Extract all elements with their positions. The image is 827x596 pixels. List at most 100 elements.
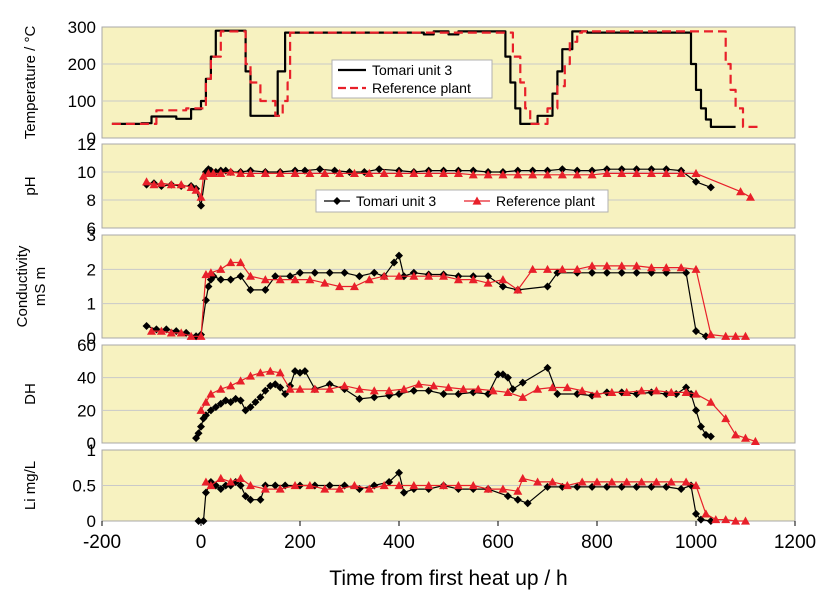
data-point: [453, 275, 463, 284]
x-tick-label: 1000: [675, 532, 717, 553]
data-point: [166, 180, 176, 189]
data-point: [286, 272, 295, 281]
data-point: [607, 477, 617, 486]
data-point: [696, 515, 705, 524]
x-axis-label: Time from first heat up / h: [329, 567, 567, 590]
legend: Tomari unit 3 Reference plant: [331, 59, 493, 99]
data-point: [622, 477, 632, 486]
data-point: [523, 499, 532, 508]
data-point: [364, 168, 374, 177]
data-point: [349, 168, 359, 177]
data-point: [335, 282, 345, 291]
data-point: [156, 326, 166, 335]
data-point: [216, 473, 226, 482]
data-point: [602, 261, 612, 270]
data-point: [483, 170, 493, 179]
data-point: [399, 488, 408, 497]
y-tick-label: 3: [87, 226, 96, 245]
data-point: [206, 389, 216, 398]
data-point: [543, 264, 552, 273]
data-point: [666, 477, 676, 486]
data-point: [236, 257, 246, 267]
data-point: [706, 183, 715, 192]
data-point: [692, 177, 700, 186]
data-point: [553, 390, 562, 398]
data-point: [226, 381, 236, 390]
data-point: [632, 261, 642, 270]
series-line-2: [151, 261, 746, 337]
data-point: [617, 268, 626, 277]
data-point: [513, 495, 522, 504]
data-point: [424, 168, 434, 177]
data-point: [305, 275, 315, 284]
data-point: [562, 382, 572, 392]
data-point: [577, 477, 587, 486]
y-tick-label: 6: [87, 219, 96, 238]
data-point: [300, 367, 309, 376]
data-point: [409, 386, 418, 395]
data-point: [271, 272, 280, 281]
data-point: [677, 485, 686, 494]
y-tick-label: 0: [87, 129, 96, 148]
data-point: [741, 516, 750, 525]
data-point: [340, 268, 349, 277]
data-point: [256, 393, 265, 402]
y-axis-label: pH: [22, 176, 39, 195]
y-tick-label: 300: [68, 18, 96, 37]
data-point: [296, 268, 304, 277]
data-point: [271, 481, 280, 490]
data-point: [681, 477, 691, 486]
data-point: [364, 484, 374, 493]
data-point: [453, 168, 463, 177]
data-point: [681, 387, 691, 396]
data-point: [335, 484, 345, 493]
data-point: [340, 381, 350, 390]
data-point: [241, 406, 250, 415]
data-point: [320, 484, 330, 493]
data-point: [236, 168, 246, 177]
data-point: [275, 168, 285, 177]
data-point: [484, 272, 493, 281]
legend-label: Tomari unit 3: [372, 62, 452, 78]
data-point: [741, 331, 750, 340]
data-point: [453, 481, 463, 490]
data-point: [275, 368, 285, 377]
series-line-1: [111, 29, 736, 129]
data-point: [414, 379, 424, 388]
data-point: [395, 468, 403, 477]
chart-panel-1: 0 100 200 300 Temperature / °C Tomari unit 3 R…: [22, 18, 796, 148]
legend: Tomari unit 3 Reference plant: [315, 189, 609, 213]
data-point: [468, 170, 478, 179]
data-point: [701, 509, 711, 518]
data-point: [216, 399, 225, 408]
data-point: [379, 271, 389, 280]
data-point: [691, 168, 701, 177]
data-point: [468, 275, 478, 284]
data-point: [543, 282, 552, 291]
data-point: [696, 422, 705, 431]
data-point: [246, 271, 255, 280]
data-point: [320, 278, 330, 287]
data-point: [305, 481, 315, 490]
data-point: [216, 264, 226, 273]
data-point: [379, 168, 389, 177]
data-point: [483, 484, 493, 493]
data-point: [255, 368, 265, 377]
data-point: [543, 170, 552, 179]
data-point: [651, 386, 661, 395]
data-point: [355, 394, 364, 403]
data-point: [533, 477, 543, 486]
data-point: [201, 477, 211, 486]
data-point: [706, 432, 715, 441]
data-point: [691, 389, 701, 398]
data-point: [196, 405, 206, 414]
data-point: [602, 268, 611, 277]
data-point: [320, 168, 330, 177]
data-point: [587, 170, 597, 179]
chart-panel-4: 0 20 40 60 DH: [22, 336, 796, 453]
data-point: [390, 258, 399, 267]
y-tick-label: 40: [77, 369, 96, 388]
y-axis-label: Temperature / °C: [22, 26, 39, 140]
data-point: [290, 275, 300, 284]
